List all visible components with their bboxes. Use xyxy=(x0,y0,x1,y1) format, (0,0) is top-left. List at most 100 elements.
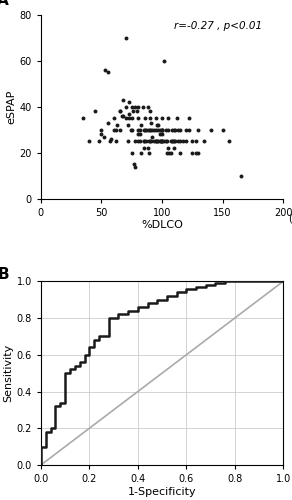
Point xyxy=(126,121,131,129)
Point xyxy=(117,108,122,116)
Point xyxy=(139,149,144,157)
Point xyxy=(149,138,154,145)
Point xyxy=(173,138,178,145)
Point xyxy=(121,96,126,104)
Point xyxy=(147,114,152,122)
Point xyxy=(146,138,151,145)
Point xyxy=(160,126,164,134)
Point xyxy=(127,98,132,106)
Point xyxy=(171,138,175,145)
Point xyxy=(131,108,135,116)
Point xyxy=(135,114,140,122)
Point xyxy=(154,126,158,134)
Point xyxy=(162,138,167,145)
Point xyxy=(111,126,116,134)
Point xyxy=(160,138,164,145)
Point xyxy=(117,126,122,134)
Point xyxy=(117,108,122,116)
Point xyxy=(156,121,161,129)
Point xyxy=(129,103,134,111)
Point xyxy=(172,144,176,152)
Point xyxy=(167,149,172,157)
Point xyxy=(145,103,150,111)
Text: (%): (%) xyxy=(288,214,292,224)
Point xyxy=(135,138,140,145)
Point xyxy=(168,138,173,145)
Point xyxy=(156,138,161,145)
Point xyxy=(239,172,243,179)
Point xyxy=(174,114,179,122)
Point xyxy=(186,114,191,122)
Point xyxy=(157,138,162,145)
Point xyxy=(103,66,107,74)
Point xyxy=(147,126,152,134)
Point xyxy=(145,126,150,134)
Point xyxy=(160,114,164,122)
Point xyxy=(180,138,185,145)
Point xyxy=(162,57,167,65)
Point xyxy=(151,126,156,134)
Point xyxy=(99,130,104,138)
Point xyxy=(102,132,106,140)
Point xyxy=(169,126,174,134)
Point xyxy=(172,126,176,134)
Point xyxy=(172,138,176,145)
Point xyxy=(133,138,138,145)
Point xyxy=(127,110,132,118)
Point xyxy=(138,126,142,134)
Point xyxy=(156,126,161,134)
Point xyxy=(160,126,164,134)
Point xyxy=(165,149,169,157)
Point xyxy=(123,103,128,111)
Point xyxy=(168,149,173,157)
Point xyxy=(175,138,180,145)
Point xyxy=(202,138,207,145)
Point xyxy=(132,160,137,168)
Point xyxy=(163,126,168,134)
Point xyxy=(142,126,146,134)
X-axis label: %DLCO: %DLCO xyxy=(141,220,183,230)
Point xyxy=(208,126,213,134)
Point xyxy=(147,108,152,116)
Point xyxy=(190,138,195,145)
Point xyxy=(154,138,158,145)
Point xyxy=(184,138,189,145)
Point xyxy=(133,103,138,111)
Point xyxy=(143,126,147,134)
Y-axis label: eSPAP: eSPAP xyxy=(7,90,17,124)
Point xyxy=(151,138,156,145)
Point xyxy=(160,138,164,145)
Point xyxy=(123,34,128,42)
Point xyxy=(160,126,164,134)
Point xyxy=(184,126,189,134)
Point xyxy=(166,114,171,122)
Point xyxy=(99,126,104,134)
Point xyxy=(128,126,133,134)
Point xyxy=(150,126,155,134)
Point xyxy=(138,130,142,138)
Point xyxy=(160,130,164,138)
Point xyxy=(194,149,198,157)
Point xyxy=(178,126,182,134)
Point xyxy=(157,130,162,138)
Point xyxy=(178,149,182,157)
Point xyxy=(123,114,128,122)
Point xyxy=(196,149,201,157)
Point xyxy=(196,126,201,134)
Point xyxy=(159,138,163,145)
Point xyxy=(120,112,124,120)
Point xyxy=(114,138,118,145)
Point xyxy=(126,138,131,145)
Point xyxy=(145,144,150,152)
Point xyxy=(129,114,134,122)
Point xyxy=(121,112,126,120)
Point xyxy=(142,144,146,152)
Text: B: B xyxy=(0,266,9,281)
Point xyxy=(129,149,134,157)
Point xyxy=(147,138,152,145)
Point xyxy=(178,138,182,145)
Point xyxy=(146,149,151,157)
Point xyxy=(133,162,138,170)
Point xyxy=(140,103,145,111)
Point xyxy=(144,126,149,134)
